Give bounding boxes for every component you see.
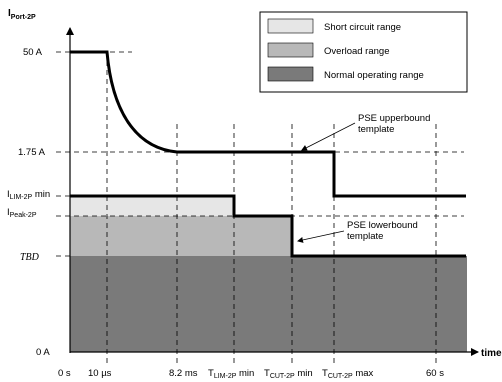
y-tick-175a: 1.75 A: [18, 147, 46, 158]
x-tick-0s: 0 s: [58, 368, 71, 379]
short-circuit-region: [70, 196, 234, 216]
legend-label-normal: Normal operating range: [324, 70, 424, 81]
legend: Short circuit range Overload range Norma…: [259, 11, 468, 93]
y-tick-50a: 50 A: [23, 47, 43, 58]
y-tick-ipeak: IPeak-2P: [7, 207, 37, 219]
y-tick-0a: 0 A: [36, 347, 50, 358]
upperbound-pointer-arrow: [301, 122, 356, 151]
legend-label-short-circuit: Short circuit range: [324, 22, 401, 33]
x-tick-tcut-min: TCUT-2P min: [264, 368, 313, 380]
upperbound-annotation-line1: PSE upperbound: [358, 113, 430, 124]
y-tick-tbd: TBD: [20, 252, 40, 263]
legend-swatch-overload: [267, 42, 314, 58]
lowerbound-annotation-line2: template: [347, 231, 383, 242]
x-tick-10us: 10 µs: [88, 368, 112, 379]
legend-label-overload: Overload range: [324, 46, 389, 57]
x-tick-tlim-min: TLIM-2P min: [208, 368, 254, 380]
lowerbound-pointer-arrow: [297, 230, 345, 243]
legend-swatch-short-circuit: [267, 18, 314, 34]
pse-upperbound-curve: [70, 50, 466, 198]
lowerbound-annotation-line1: PSE lowerbound: [347, 220, 418, 231]
y-tick-ilim: ILIM-2P min: [7, 189, 50, 201]
legend-swatch-normal: [267, 66, 314, 82]
upperbound-annotation-line2: template: [358, 124, 394, 135]
pse-lowerbound-curve: [70, 194, 466, 258]
x-axis-label: time: [481, 348, 502, 359]
x-tick-tcut-max: TCUT-2P max: [322, 368, 374, 380]
x-tick-82ms: 8.2 ms: [169, 368, 198, 379]
normal-operating-region: [70, 256, 467, 352]
y-axis-label: IPort-2P: [8, 8, 36, 21]
overload-region: [70, 216, 292, 256]
x-tick-60s: 60 s: [426, 368, 444, 379]
